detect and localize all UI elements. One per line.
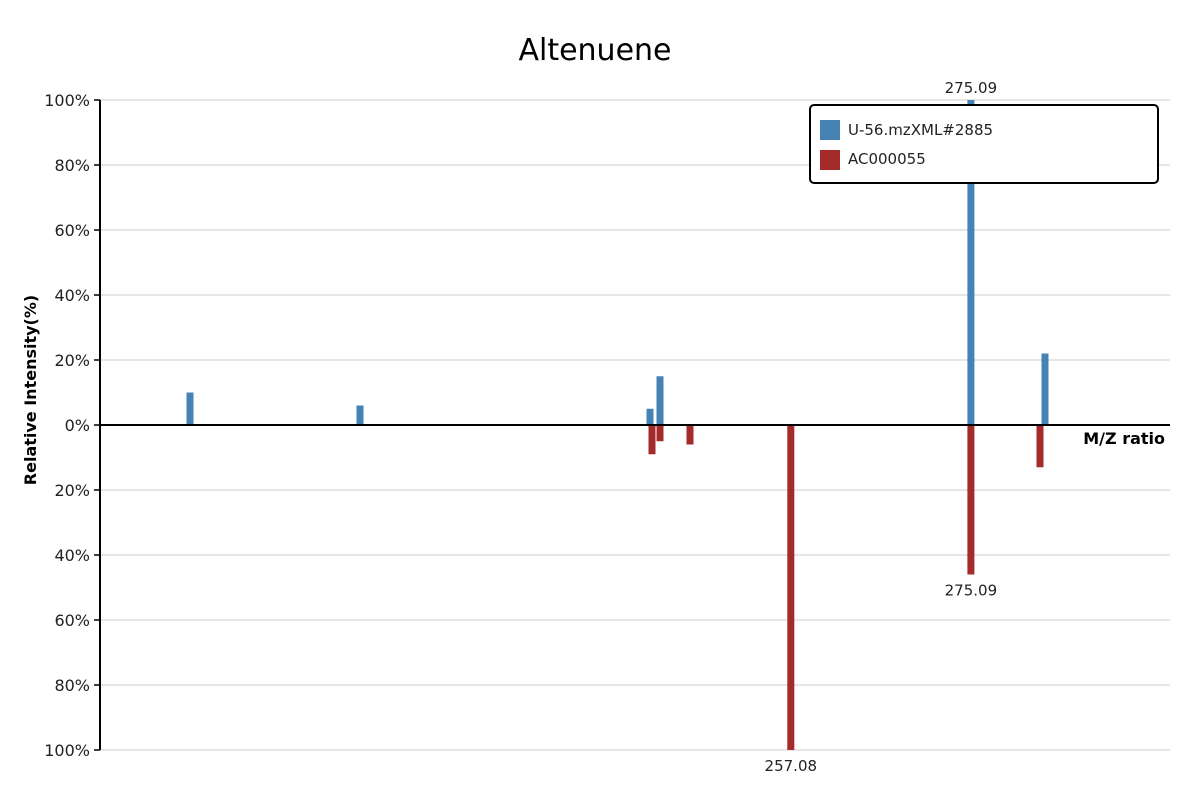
y-tick-label: 40% — [54, 546, 90, 565]
legend-box — [809, 104, 1159, 184]
peak-bar-reference — [787, 425, 795, 750]
y-tick-label: 20% — [54, 481, 90, 500]
y-tick-label: 0% — [65, 416, 90, 435]
y-axis-label: Relative Intensity(%) — [21, 295, 40, 485]
peak-bar-query — [656, 376, 664, 425]
legend-swatch-u56 — [820, 120, 840, 140]
peak-label: 275.09 — [945, 582, 998, 600]
y-tick-label: 60% — [54, 611, 90, 630]
peak-bar-query — [967, 100, 975, 425]
peak-labels: 275.09 257.08 275.09 — [765, 79, 998, 775]
y-tick-label: 80% — [54, 156, 90, 175]
legend-swatch-ac000055 — [820, 150, 840, 170]
peak-bar-query — [1041, 353, 1049, 425]
peak-bar-reference — [686, 425, 694, 445]
legend-label-u56: U-56.mzXML#2885 — [848, 121, 993, 139]
legend: U-56.mzXML#2885 AC000055 — [809, 104, 1159, 184]
grid-lines — [100, 99, 1170, 751]
peak-bar-reference — [1036, 425, 1044, 468]
y-tick-label: 20% — [54, 351, 90, 370]
y-tick-label: 100% — [44, 741, 90, 760]
peak-label: 257.08 — [765, 757, 818, 775]
legend-label-ac000055: AC000055 — [848, 150, 926, 168]
peak-bar-reference — [656, 425, 664, 442]
y-tick-label: 80% — [54, 676, 90, 695]
peak-bar-query — [186, 392, 194, 425]
chart-title: Altenuene — [518, 33, 671, 68]
x-axis-label: M/Z ratio — [1083, 429, 1165, 448]
y-tick-label: 60% — [54, 221, 90, 240]
peaks — [186, 100, 1049, 750]
peak-bar-query — [356, 405, 364, 425]
peak-bar-reference — [648, 425, 656, 455]
y-tick-label: 100% — [44, 91, 90, 110]
peak-bar-reference — [967, 425, 975, 575]
y-axis-ticks: 100% 80% 60% 40% 20% 0% 20% 40% 60% 80% 100% — [44, 91, 100, 760]
y-tick-label: 40% — [54, 286, 90, 305]
peak-label: 275.09 — [945, 79, 998, 97]
peak-bar-query — [646, 408, 654, 425]
